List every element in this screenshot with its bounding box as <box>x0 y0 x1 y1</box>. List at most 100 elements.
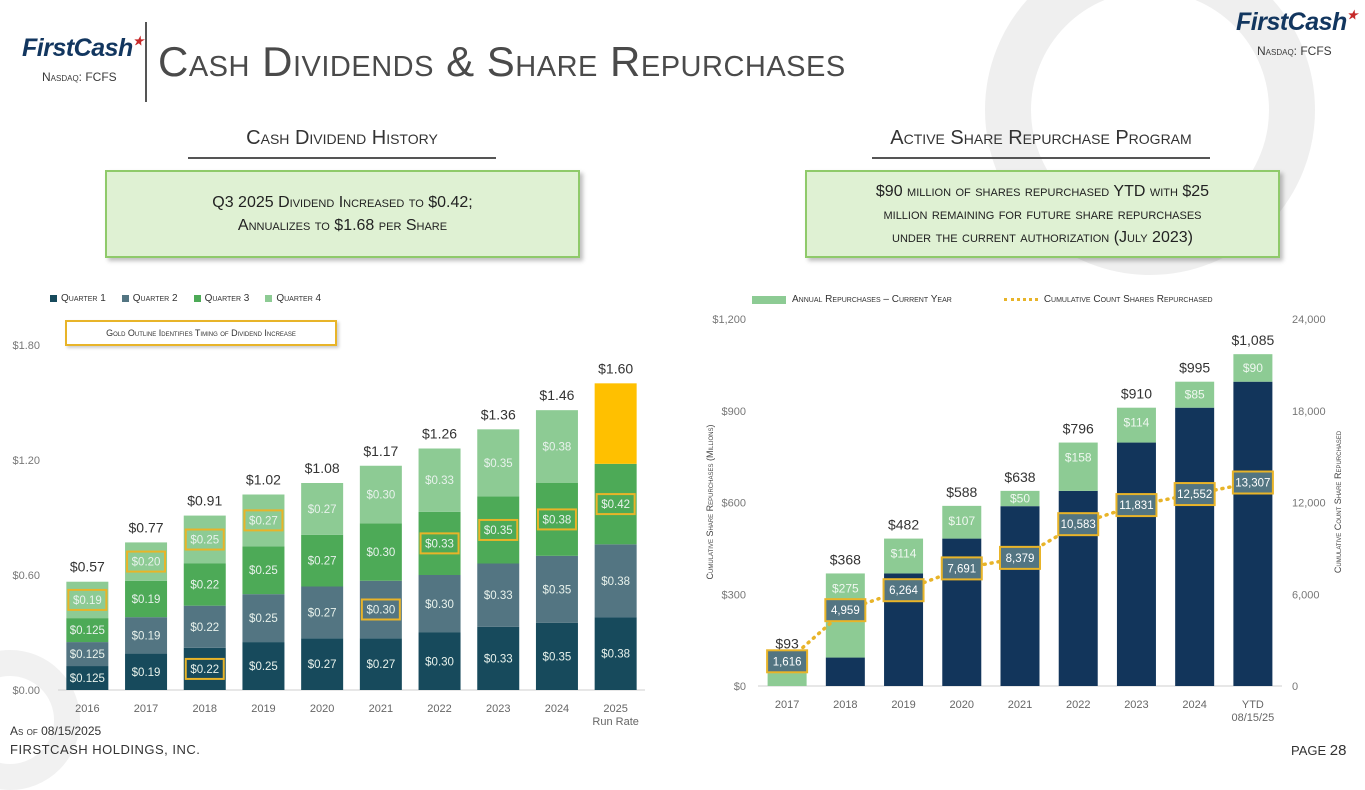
dividend-segment-label: $0.42 <box>601 499 630 511</box>
legend-label-q1: Quarter 1 <box>61 293 106 304</box>
repurchase-category-label: 2023 <box>1124 699 1148 711</box>
dividend-callout: Q3 2025 Dividend Increased to $0.42; Ann… <box>105 170 580 258</box>
cumulative-prior-bar <box>825 657 865 686</box>
cumulative-count-label: 7,691 <box>947 563 976 575</box>
dividend-segment-label: $0.25 <box>249 661 278 673</box>
dividend-segment-label: $0.30 <box>366 547 395 559</box>
dividend-increase-outline <box>536 508 577 531</box>
legend-label-q2: Quarter 2 <box>132 293 178 304</box>
dividend-bar-segment <box>301 638 344 690</box>
repurchase-legend: Annual Repurchases – Current Year Cumula… <box>752 294 1213 305</box>
dividend-segment-label: $0.38 <box>543 514 572 526</box>
y2-tick-label: 6,000 <box>1292 589 1320 601</box>
annual-repurchase-bar <box>942 505 982 539</box>
cumulative-count-marker <box>1231 470 1274 495</box>
cumulative-count-line <box>785 480 1255 664</box>
dividend-bar-segment <box>594 383 637 464</box>
dividend-increase-outline <box>67 588 108 611</box>
dividend-category-label: 2025 <box>603 703 627 715</box>
dividend-segment-label: $0.33 <box>484 653 513 665</box>
dividend-bar-segment <box>594 544 637 618</box>
dividend-segment-label: $0.35 <box>484 525 513 537</box>
y-tick-label: $1.20 <box>12 455 40 467</box>
dividend-bar-segment <box>301 586 344 639</box>
legend-label-annual: Annual Repurchases – Current Year <box>792 294 952 305</box>
legend-label-q3: Quarter 3 <box>204 293 250 304</box>
ticker-label: Nasdaq: FCFS <box>42 70 117 84</box>
dividend-segment-label: $0.35 <box>543 651 572 663</box>
repurchase-total-label: $1,085 <box>1231 332 1274 348</box>
dividend-category-label: 2021 <box>369 703 393 715</box>
repurchase-total-label: $588 <box>946 484 977 500</box>
repurchase-callout-line1: $90 million of shares repurchased YTD wi… <box>875 182 1210 200</box>
repurchase-section-title: Active Share Repurchase Program <box>890 127 1192 149</box>
repurchase-total-label: $93 <box>775 636 799 652</box>
dividend-category-label: 2024 <box>545 703 569 715</box>
company-logo-right: FirstCash★ <box>1236 8 1358 37</box>
dividend-bar-segment <box>535 622 578 690</box>
y-tick-label: $300 <box>722 589 746 601</box>
dividend-segment-label: $0.20 <box>132 557 161 569</box>
dividend-total-label: $1.46 <box>539 387 574 403</box>
cumulative-count-marker <box>999 545 1041 570</box>
dividend-increase-outline <box>419 532 460 555</box>
annual-repurchase-label: $107 <box>948 514 975 528</box>
logo-text-right: FirstCash <box>1236 8 1347 36</box>
dividend-increase-outline <box>126 550 167 573</box>
dividend-segment-label: $0.19 <box>132 667 161 679</box>
repurchase-category-label: 2018 <box>833 699 857 711</box>
logo-star-icon-right: ★ <box>1346 8 1358 22</box>
dividend-increase-outline <box>243 509 284 532</box>
cumulative-count-label: 1,616 <box>773 656 802 668</box>
cumulative-count-label: 6,264 <box>889 585 918 597</box>
y-tick-label: $0.60 <box>12 570 40 582</box>
dividend-segment-label: $0.27 <box>308 556 337 568</box>
company-name: FIRSTCASH HOLDINGS, INC. <box>10 742 201 757</box>
repurchase-total-label: $368 <box>830 551 861 567</box>
cumulative-count-marker <box>766 649 809 674</box>
annual-repurchase-label: $90 <box>1243 361 1263 375</box>
title-divider <box>145 22 147 102</box>
dividend-segment-label: $0.27 <box>308 659 337 671</box>
legend-label-cumulative: Cumulative Count Shares Repurchased <box>1043 294 1213 305</box>
cumulative-count-marker <box>1115 493 1158 518</box>
repurchase-total-label: $482 <box>888 517 919 533</box>
cumulative-count-label: 11,831 <box>1119 500 1153 512</box>
annual-repurchase-bar <box>1175 381 1215 408</box>
legend-label-q4: Quarter 4 <box>276 293 322 304</box>
dividend-bar-segment <box>183 563 226 606</box>
dividend-bar-segment <box>418 575 461 633</box>
cumulative-count-marker <box>882 578 925 603</box>
dividend-bar-segment <box>125 617 168 654</box>
dividend-bar-segment <box>242 494 285 547</box>
dividend-category-label: 2019 <box>251 703 275 715</box>
as-of-date: As of 08/15/2025 <box>10 724 102 738</box>
y-tick-label: $0 <box>734 681 746 693</box>
page-title: Cash Dividends & Share Repurchases <box>158 38 846 85</box>
legend-swatch-annual <box>752 295 786 304</box>
repurchase-category-label: 2020 <box>950 699 974 711</box>
dividend-callout-line2: Annualizes to $1.68 per Share <box>237 217 448 234</box>
repurchase-total-label: $910 <box>1121 386 1152 402</box>
annual-repurchase-bar <box>884 538 924 574</box>
page-label: PAGE <box>1291 743 1327 758</box>
repurchase-category-label: YTD <box>1242 699 1264 711</box>
cumulative-prior-bar <box>1058 490 1098 686</box>
dividend-bar-segment <box>125 542 168 581</box>
dividend-category-label: 2023 <box>486 703 510 715</box>
dividend-segment-label: $0.30 <box>425 599 454 611</box>
dividend-segment-label: $0.38 <box>601 649 630 661</box>
legend-swatch-q3 <box>193 295 201 302</box>
repurchase-callout-line2: million remaining for future share repur… <box>883 205 1202 223</box>
annual-repurchase-label: $50 <box>1010 492 1030 506</box>
dividend-segment-label: $0.38 <box>601 576 630 588</box>
dividend-bar-segment <box>359 465 402 524</box>
repurchase-callout-line3: under the current authorization (July 20… <box>892 228 1193 246</box>
repurchase-category-label: 2024 <box>1182 699 1206 711</box>
cumulative-count-label: 10,583 <box>1061 519 1096 531</box>
dividend-bar-segment <box>477 563 520 627</box>
dividend-increase-outline <box>595 493 636 516</box>
annual-repurchase-bar <box>1116 407 1156 443</box>
dividend-increase-outline <box>184 528 225 551</box>
dividend-total-label: $1.26 <box>422 426 457 442</box>
